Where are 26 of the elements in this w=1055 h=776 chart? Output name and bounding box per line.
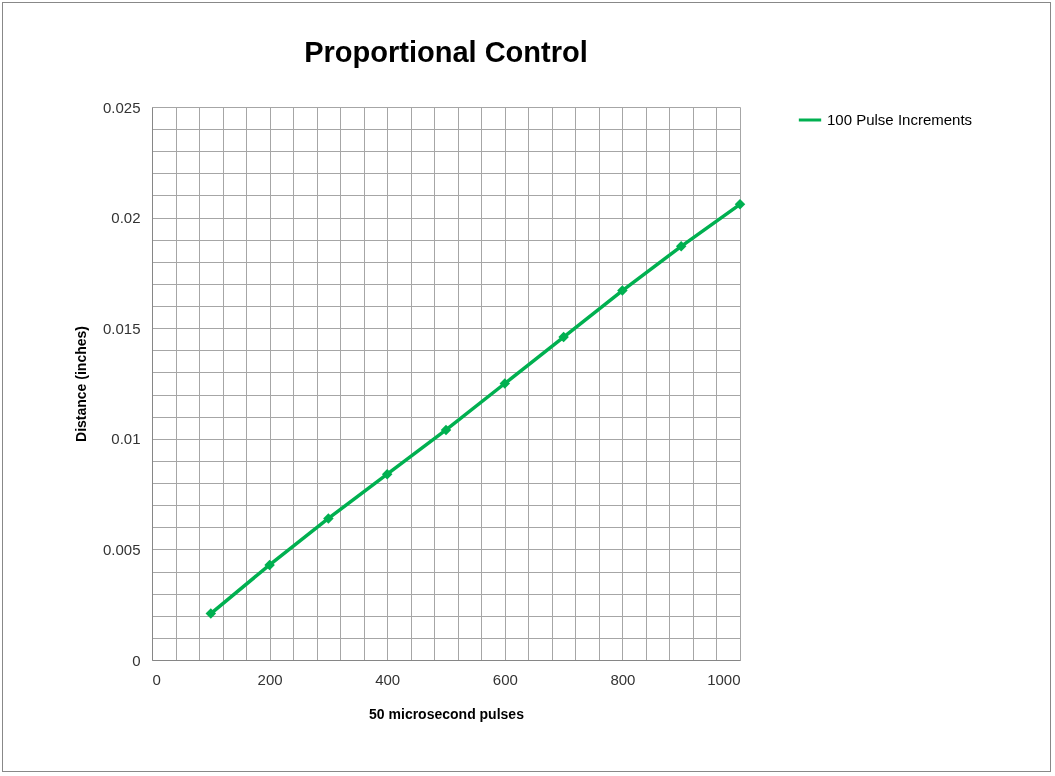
y-tick-label: 0.005 [102,540,141,558]
legend-label: 100 Pulse Increments [827,111,973,128]
x-tick-label: 800 [610,670,636,688]
point [617,285,628,296]
y-tick-label: 0.025 [102,98,141,116]
x-tick-label: 0 [152,670,161,688]
x-tick-label: 600 [492,670,518,688]
y-tick-label: 0.015 [102,319,141,337]
point [440,424,452,436]
x-tick-label: 400 [375,670,401,688]
x-tick-label: 200 [257,670,283,688]
point [558,331,569,343]
x-tick-label: 1000 [707,670,741,688]
y-tick-label: 0.01 [111,430,141,448]
y-tick-label: 0 [132,651,141,669]
point [675,241,687,252]
chart-title: Proportional Control [304,36,588,68]
point [381,468,393,480]
point [264,559,275,571]
point [323,513,334,524]
y-tick-label: 0.02 [111,209,141,227]
x-axis-title: 50 microsecond pulses [369,705,525,722]
point [499,378,511,389]
point [734,199,746,210]
y-axis-title: Distance (inches) [72,326,89,442]
point [205,608,217,619]
